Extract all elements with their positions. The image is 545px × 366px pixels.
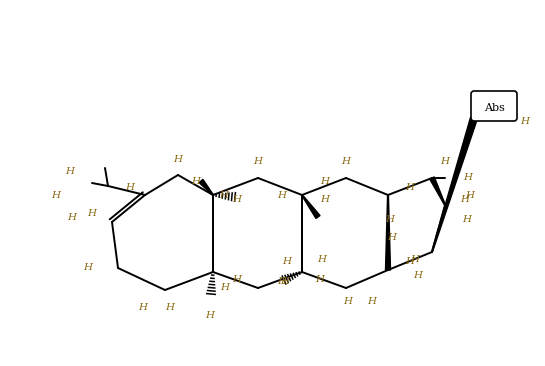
Text: H: H [343,298,353,306]
Text: H: H [233,276,241,284]
Text: H: H [520,117,530,127]
Text: Abs: Abs [483,103,505,113]
Text: H: H [463,216,471,224]
Text: H: H [463,173,473,183]
Text: H: H [253,157,263,167]
Polygon shape [199,179,213,195]
Polygon shape [430,177,445,205]
Text: H: H [320,195,330,205]
Text: H: H [461,195,469,205]
Text: H: H [320,178,330,187]
Text: H: H [281,277,289,287]
Text: H: H [405,258,415,266]
Text: H: H [318,255,326,265]
Text: H: H [65,168,75,176]
Text: H: H [220,190,228,199]
Text: H: H [277,190,287,199]
Text: H: H [166,303,174,313]
Text: H: H [233,195,241,205]
Text: H: H [282,258,292,266]
FancyBboxPatch shape [471,91,517,121]
Text: H: H [221,284,229,292]
Text: H: H [316,276,324,284]
Text: H: H [68,213,76,223]
Polygon shape [432,117,477,252]
Text: H: H [83,264,93,273]
Polygon shape [385,195,391,270]
Text: H: H [51,190,60,199]
Text: H: H [191,178,201,187]
Text: H: H [387,234,397,243]
Text: H: H [440,157,450,167]
Text: H: H [385,216,395,224]
Text: H: H [410,255,420,265]
Text: H: H [277,277,287,287]
Text: H: H [405,183,415,193]
Text: H: H [138,303,148,313]
Text: H: H [88,209,96,217]
Polygon shape [302,195,320,219]
Text: H: H [367,298,377,306]
Text: H: H [125,183,135,193]
Text: H: H [173,154,183,164]
Text: H: H [465,190,475,199]
Text: H: H [414,270,422,280]
Text: H: H [205,311,215,321]
Text: H: H [342,157,350,167]
